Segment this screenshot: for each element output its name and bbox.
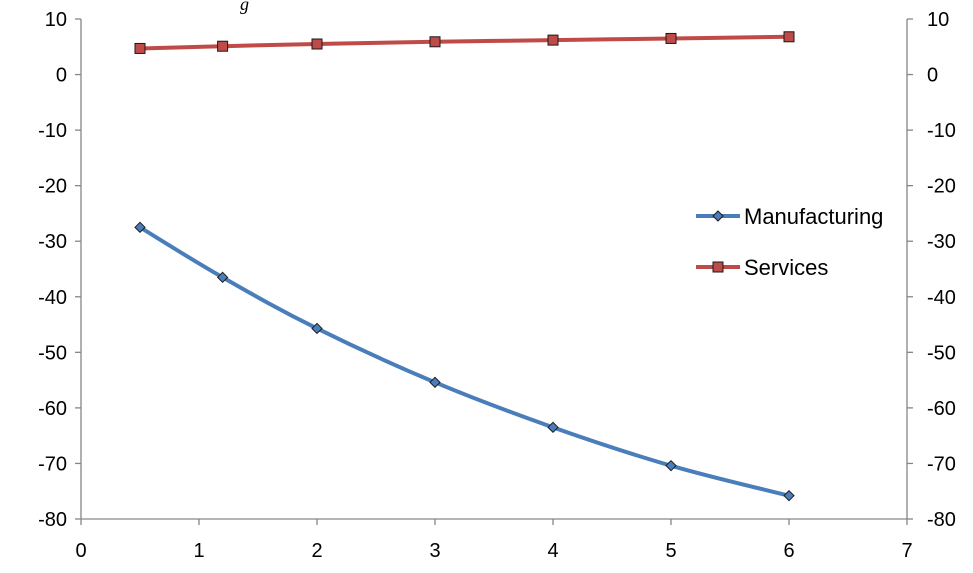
data-point-services	[783, 31, 795, 43]
axes: 10 100 0-10 -10-20 -20-30 -30-40 -40-50 -50-60-…	[38, 9, 956, 562]
y-tick-label-right: -30	[927, 231, 956, 253]
y-tick-label-right: 0	[927, 65, 938, 87]
y-tick-label-right: -70	[927, 453, 956, 475]
y-tick-label-left: -70	[38, 453, 67, 475]
y-tick-label-left: -30	[38, 231, 67, 253]
data-point-manufacturing	[665, 459, 677, 472]
x-tick-label: 2	[311, 540, 322, 562]
y-tick-label-left: -20	[38, 176, 67, 198]
data-point-manufacturing	[311, 322, 323, 335]
data-point-manufacturing	[134, 221, 146, 234]
data-point-manufacturing	[547, 421, 559, 434]
legend-label-services: Services	[744, 255, 828, 280]
series-services	[134, 31, 795, 54]
x-tick-label: 1	[193, 540, 204, 562]
y-tick-label-left: -40	[38, 287, 67, 309]
y-tick-label-right: -20	[927, 176, 956, 198]
x-tick-label: 5	[665, 540, 676, 562]
data-point-services	[665, 32, 677, 44]
data-point-manufacturing	[783, 489, 795, 502]
legend: Manufacturing Services	[696, 204, 883, 280]
series-line-services	[138, 34, 791, 51]
legend-marker-services	[712, 261, 724, 273]
y-tick-label-right: -60	[927, 398, 956, 420]
y-tick-label-right: 10	[927, 9, 949, 31]
x-tick-label: 0	[75, 540, 86, 562]
data-point-services	[547, 34, 559, 46]
data-point-manufacturing	[216, 271, 229, 284]
data-point-services	[217, 40, 229, 52]
series-manufacturing	[134, 221, 795, 502]
data-point-manufacturing	[429, 376, 441, 389]
legend-item-services: Services	[696, 255, 828, 280]
legend-marker-manufacturing	[712, 210, 724, 222]
y-tick-label-left: -10	[38, 120, 67, 142]
y-tick-label-right: -40	[927, 287, 956, 309]
legend-label-manufacturing: Manufacturing	[744, 204, 883, 229]
y-tick-label-left: 0	[56, 65, 67, 87]
y-tick-label-left: -80	[38, 509, 67, 531]
data-point-services	[311, 38, 323, 50]
y-tick-label-left: -50	[38, 342, 67, 364]
data-point-services	[429, 36, 441, 48]
x-tick-label: 4	[547, 540, 558, 562]
series-line-manufacturing	[138, 225, 791, 498]
y-tick-label-right: -80	[927, 509, 956, 531]
data-point-services	[134, 42, 146, 54]
x-tick-label: 6	[783, 540, 794, 562]
y-tick-label-right: -50	[927, 342, 956, 364]
y-tick-label-left: -60	[38, 398, 67, 420]
x-tick-label: 3	[429, 540, 440, 562]
x-tick-label: 7	[901, 540, 912, 562]
caption-fragment: g	[240, 0, 249, 14]
series-layer	[134, 31, 795, 502]
y-tick-label-left: 10	[45, 9, 67, 31]
legend-item-manufacturing: Manufacturing	[696, 204, 883, 229]
y-tick-label-right: -10	[927, 120, 956, 142]
